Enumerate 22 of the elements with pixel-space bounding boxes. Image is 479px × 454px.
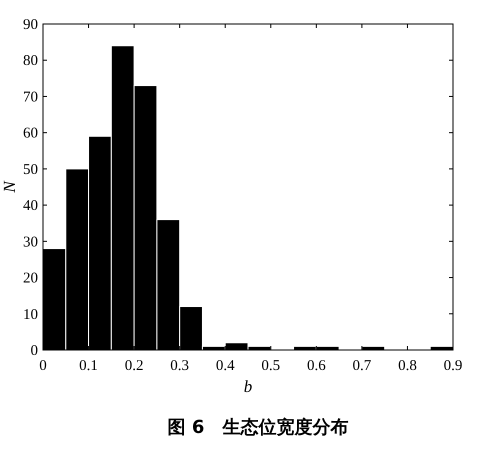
text: 图 6 生态位宽度分布 bbox=[168, 417, 348, 438]
x-tick-label: 0.7 bbox=[352, 358, 372, 374]
x-tick-label: 0.9 bbox=[444, 358, 462, 374]
x-tick-label: 0.4 bbox=[216, 358, 236, 374]
y-tick-label: 90 bbox=[23, 17, 38, 33]
y-tick-label: 50 bbox=[23, 162, 38, 178]
x-axis-title: b bbox=[244, 377, 252, 396]
y-tick-label: 40 bbox=[23, 198, 38, 214]
x-tick-label: 0.6 bbox=[306, 358, 326, 374]
x-tick-label: 0.3 bbox=[170, 358, 190, 374]
y-tick-label: 10 bbox=[23, 306, 38, 323]
y-tick-label: 70 bbox=[23, 89, 38, 106]
y-tick-label: 0 bbox=[30, 343, 38, 359]
y-tick-label: 20 bbox=[23, 270, 38, 287]
x-tick-label: 0.1 bbox=[79, 358, 98, 374]
x-tick-label: 0.5 bbox=[261, 358, 280, 374]
x-tick-label: 0.8 bbox=[398, 358, 417, 374]
y-tick-label: 60 bbox=[23, 126, 38, 142]
x-tick-label: 0.2 bbox=[124, 358, 144, 374]
y-tick-label: 30 bbox=[23, 234, 38, 250]
y-axis-title: N bbox=[0, 180, 19, 194]
y-tick-label: 80 bbox=[23, 53, 38, 70]
